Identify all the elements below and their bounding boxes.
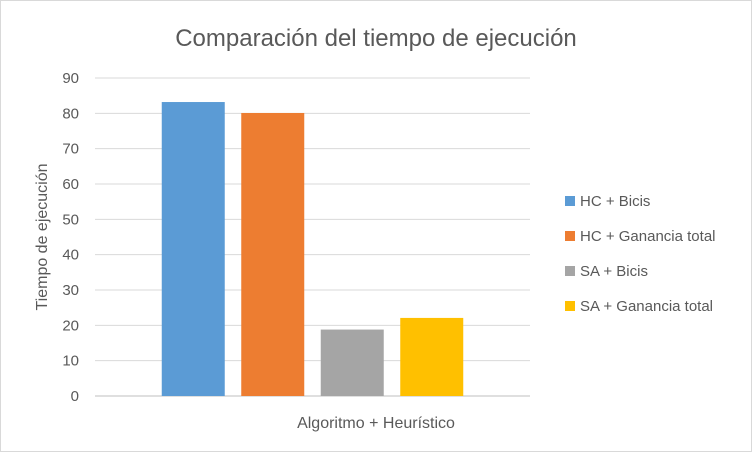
- legend-swatch: [565, 196, 575, 206]
- bar-sa-ganancia-total: [400, 317, 464, 396]
- bar-hc-ganancia-total: [241, 112, 305, 396]
- legend-label: HC + Bicis: [580, 193, 650, 210]
- y-tick-label: 60: [62, 176, 79, 193]
- y-tick-label: 30: [62, 282, 79, 299]
- x-axis-title: Algoritmo + Heurístico: [297, 415, 455, 432]
- bar-sa-bicis: [320, 329, 384, 396]
- legend-swatch: [565, 301, 575, 311]
- y-tick-label: 10: [62, 353, 79, 370]
- y-tick-label: 70: [62, 141, 79, 158]
- y-tick-label: 50: [62, 211, 79, 228]
- legend-label: HC + Ganancia total: [580, 228, 716, 245]
- y-tick-label: 0: [71, 388, 79, 405]
- y-tick-labels: 0 10 20 30 40 50 60 70 80 90: [62, 70, 79, 405]
- y-tick-label: 80: [62, 105, 79, 122]
- legend: HC + Bicis HC + Ganancia total SA + Bicis S…: [565, 193, 716, 315]
- legend-swatch: [565, 266, 575, 276]
- bars: [161, 102, 464, 396]
- y-tick-label: 40: [62, 247, 79, 264]
- bar-hc-bicis: [161, 102, 225, 396]
- legend-label: SA + Ganancia total: [580, 298, 713, 315]
- y-axis-title: Tiempo de ejecución: [34, 163, 51, 310]
- y-tick-label: 90: [62, 70, 79, 87]
- chart-title: Comparación del tiempo de ejecución: [175, 25, 577, 52]
- legend-label: SA + Bicis: [580, 263, 648, 280]
- gridlines: [95, 77, 530, 397]
- y-tick-label: 20: [62, 317, 79, 334]
- legend-swatch: [565, 231, 575, 241]
